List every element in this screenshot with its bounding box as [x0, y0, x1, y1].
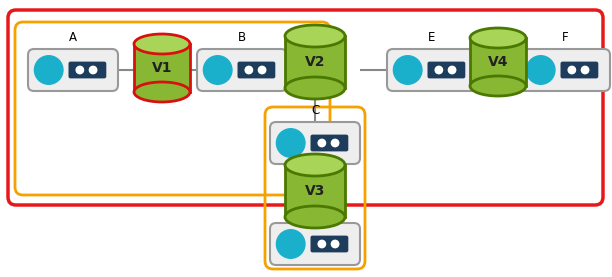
FancyBboxPatch shape — [69, 61, 106, 78]
Ellipse shape — [470, 28, 526, 48]
FancyBboxPatch shape — [428, 61, 465, 78]
FancyBboxPatch shape — [28, 49, 118, 91]
Circle shape — [89, 66, 97, 74]
Circle shape — [318, 139, 326, 147]
Ellipse shape — [470, 76, 526, 96]
Text: V1: V1 — [152, 61, 172, 75]
Circle shape — [331, 240, 339, 248]
Ellipse shape — [134, 34, 190, 54]
Bar — [285, 165, 345, 217]
FancyBboxPatch shape — [310, 135, 348, 152]
Bar — [134, 44, 190, 92]
Text: V2: V2 — [305, 55, 325, 69]
FancyBboxPatch shape — [237, 61, 275, 78]
Circle shape — [277, 230, 305, 258]
Ellipse shape — [285, 154, 345, 176]
Bar — [285, 36, 345, 88]
Circle shape — [581, 66, 589, 74]
Circle shape — [34, 56, 63, 84]
Circle shape — [258, 66, 266, 74]
Text: F: F — [562, 31, 569, 44]
FancyBboxPatch shape — [310, 236, 348, 252]
Text: E: E — [428, 31, 436, 44]
FancyBboxPatch shape — [520, 49, 610, 91]
Text: V3: V3 — [305, 184, 325, 198]
Text: D: D — [310, 205, 319, 218]
Circle shape — [245, 66, 253, 74]
Circle shape — [568, 66, 575, 74]
Circle shape — [435, 66, 442, 74]
Ellipse shape — [285, 25, 345, 47]
Circle shape — [277, 129, 305, 157]
FancyBboxPatch shape — [561, 61, 599, 78]
FancyBboxPatch shape — [270, 223, 360, 265]
Bar — [470, 38, 526, 86]
FancyBboxPatch shape — [387, 49, 477, 91]
Text: A: A — [69, 31, 77, 44]
Circle shape — [318, 240, 326, 248]
Ellipse shape — [134, 82, 190, 102]
Ellipse shape — [285, 77, 345, 99]
Text: V4: V4 — [488, 55, 508, 69]
Ellipse shape — [285, 206, 345, 228]
Text: B: B — [238, 31, 246, 44]
Circle shape — [76, 66, 83, 74]
Circle shape — [526, 56, 555, 84]
Text: C: C — [311, 104, 319, 117]
Circle shape — [449, 66, 456, 74]
FancyBboxPatch shape — [270, 122, 360, 164]
Circle shape — [203, 56, 232, 84]
Circle shape — [394, 56, 422, 84]
FancyBboxPatch shape — [197, 49, 287, 91]
Circle shape — [331, 139, 339, 147]
